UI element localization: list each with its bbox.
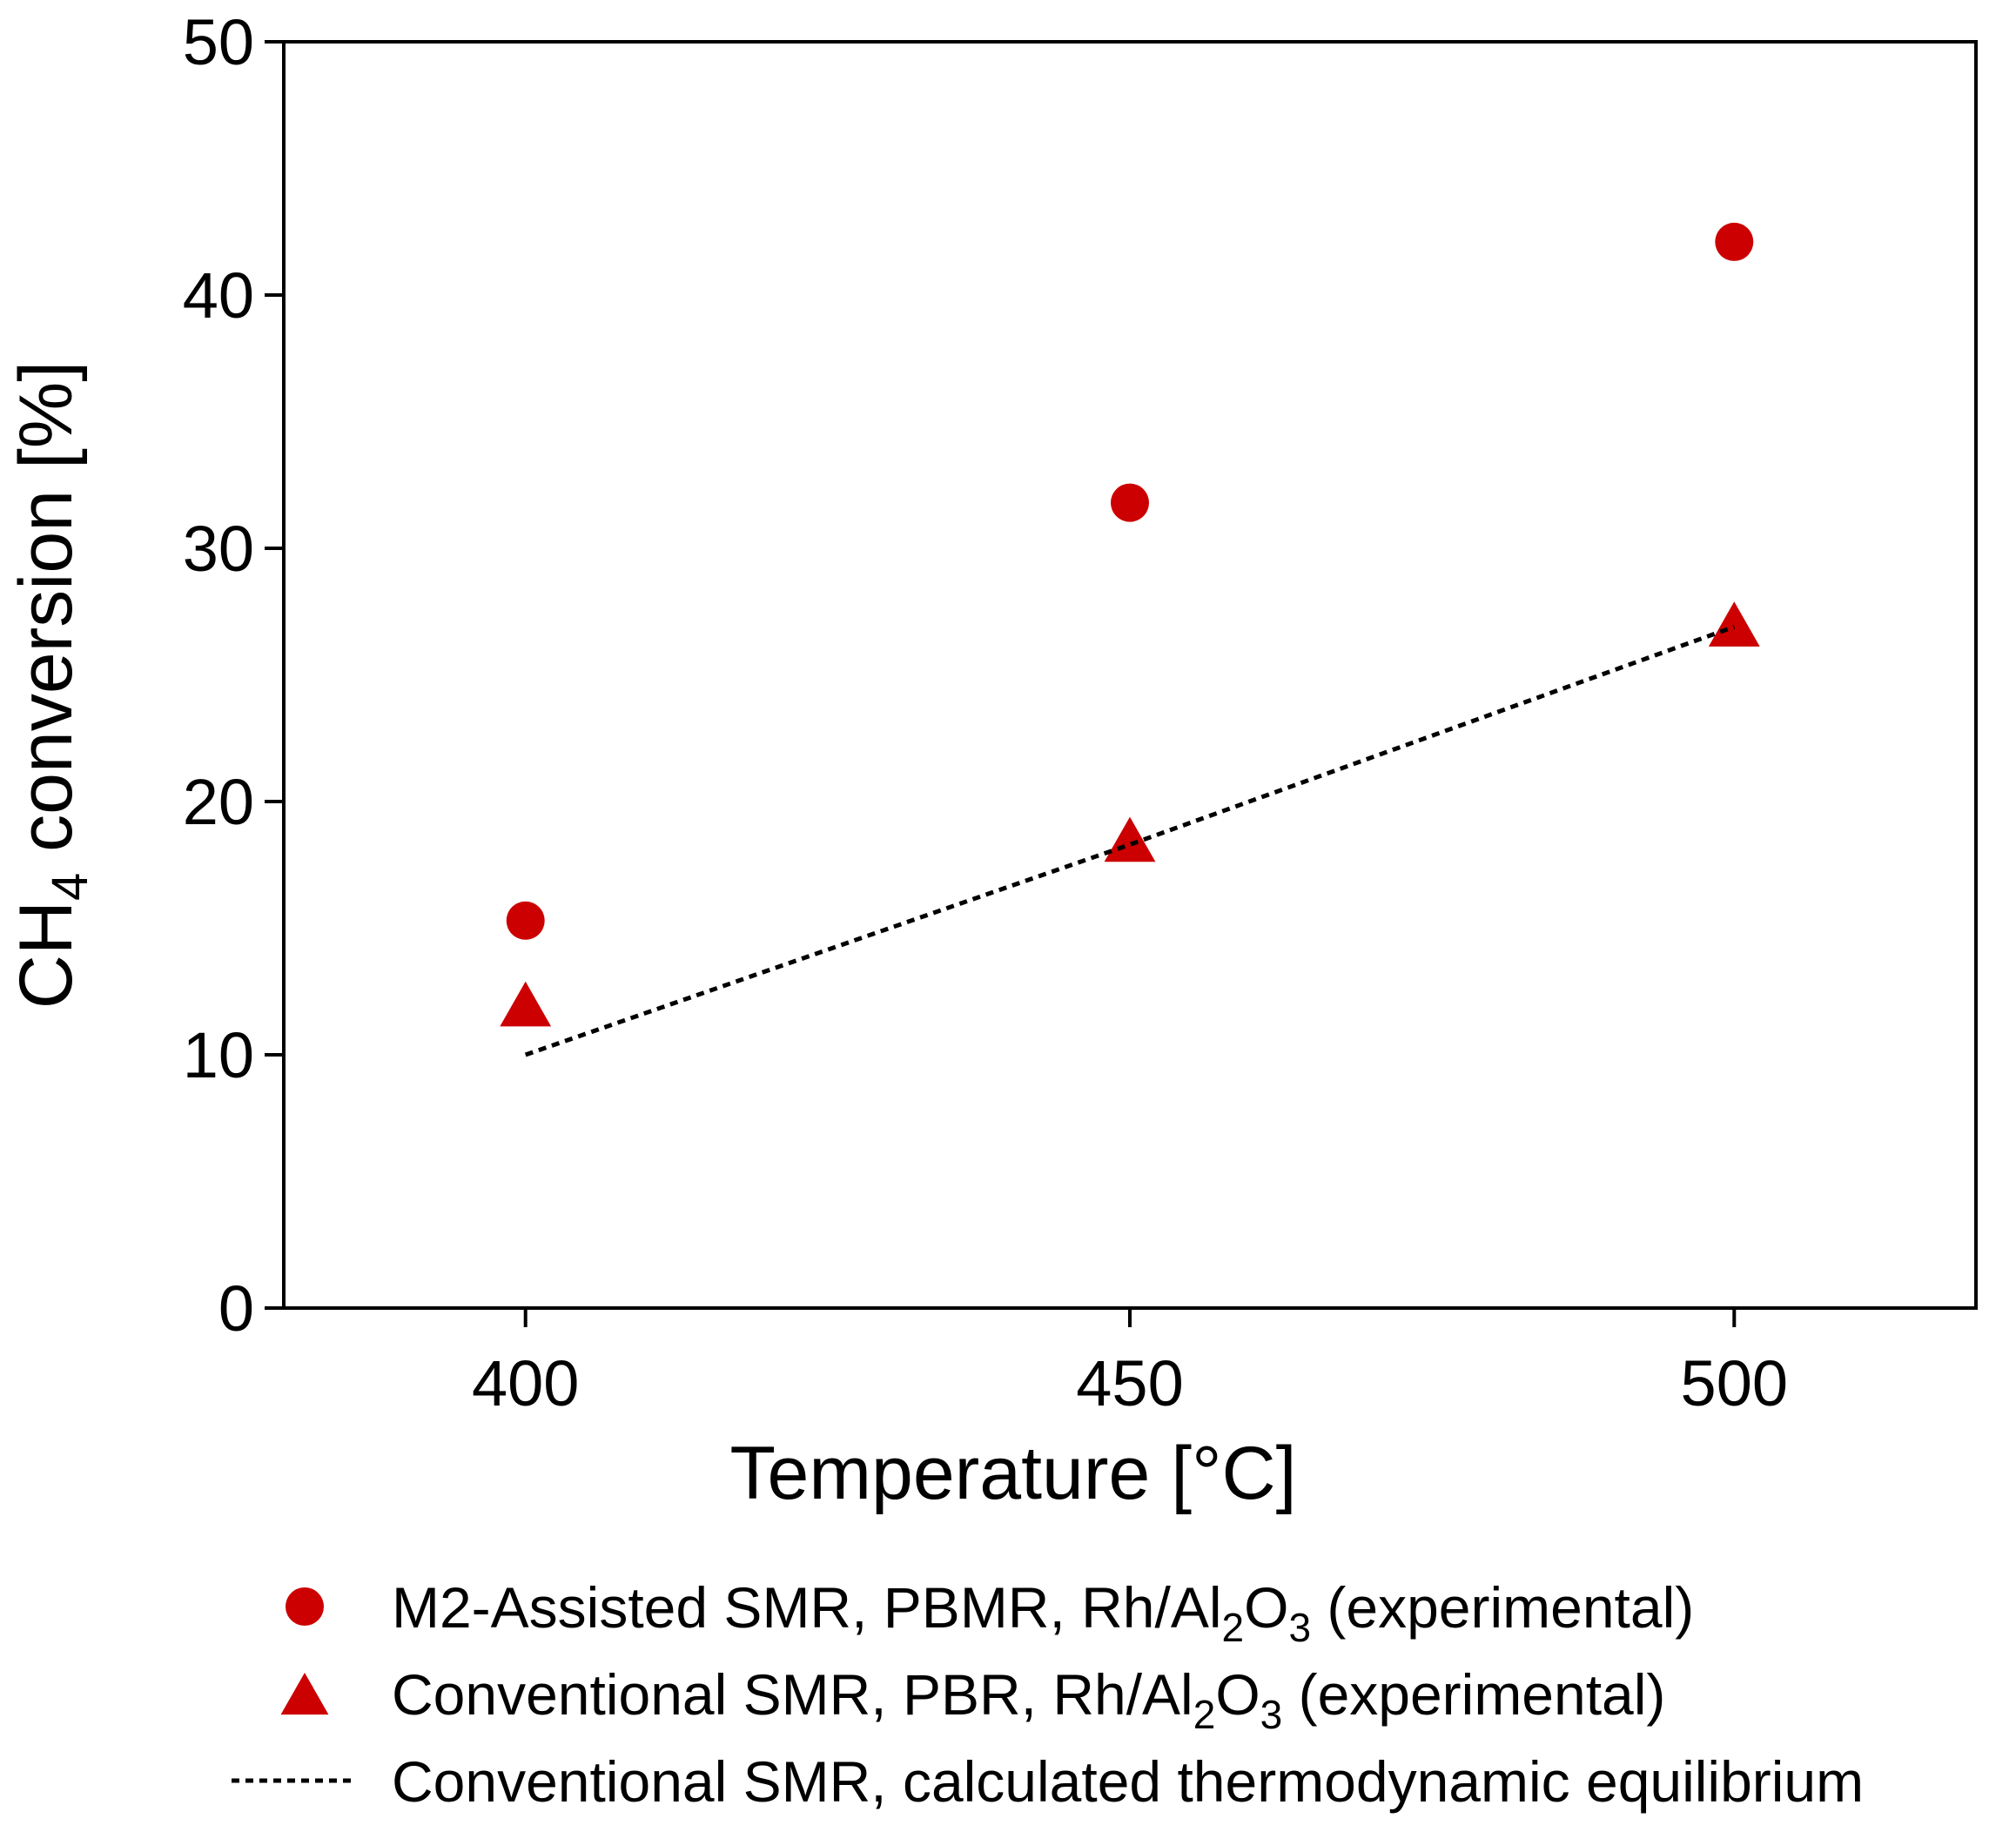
y-tick-label-4: 40 (183, 259, 254, 332)
y-axis-title-prefix: CH (4, 901, 88, 1009)
y-tick-label-0: 0 (218, 1272, 254, 1345)
legend-marker-1 (280, 1673, 329, 1715)
x-tick-label-0: 400 (472, 1347, 579, 1419)
series-1-point-1 (1104, 816, 1156, 862)
legend-label-2: Conventional SMR, calculated thermodynam… (392, 1749, 1864, 1814)
series-1-point-2 (1708, 601, 1760, 647)
series-0-point-2 (1715, 222, 1754, 261)
series-0-point-0 (506, 901, 545, 940)
legend-label-text: M2-Assisted SMR, PBMR, Rh/Al (392, 1575, 1222, 1640)
legend-label-0: M2-Assisted SMR, PBMR, Rh/Al2O3 (experim… (392, 1575, 1694, 1650)
legend-marker-0 (286, 1587, 324, 1626)
x-tick-label-2: 500 (1681, 1347, 1788, 1419)
y-tick-label-3: 30 (183, 513, 254, 585)
y-tick-label-2: 20 (183, 766, 254, 838)
equilibrium-line (524, 624, 1736, 1057)
series-1-point-0 (500, 981, 552, 1027)
x-axis-title: Temperature [°C] (730, 1432, 1297, 1515)
legend-label-text: O (1215, 1662, 1260, 1727)
legend-label-subscript: 2 (1193, 1692, 1216, 1737)
y-axis-title-suffix: conversion [%] (4, 361, 88, 873)
legend-label-1: Conventional SMR, PBR, Rh/Al2O3 (experim… (392, 1662, 1665, 1737)
legend: M2-Assisted SMR, PBMR, Rh/Al2O3 (experim… (232, 1575, 1864, 1814)
plot-series (500, 222, 1760, 1057)
legend-label-text: Conventional SMR, PBR, Rh/Al (392, 1662, 1193, 1727)
y-axis-title: CH4 conversion [%] (4, 361, 98, 1009)
axes: 0 10 20 30 40 50 400 450 500 (183, 6, 1978, 1419)
legend-label-subscript: 3 (1260, 1692, 1283, 1737)
series-0-point-1 (1111, 483, 1149, 522)
legend-label-subscript: 2 (1222, 1605, 1245, 1650)
legend-label-text: (experimental) (1311, 1575, 1694, 1640)
x-tick-label-1: 450 (1076, 1347, 1183, 1419)
legend-label-text: O (1244, 1575, 1288, 1640)
legend-label-subscript: 3 (1288, 1605, 1311, 1650)
y-tick-label-5: 50 (183, 6, 254, 78)
y-axis-title-subscript: 4 (42, 873, 98, 901)
legend-label-text: (experimental) (1282, 1662, 1665, 1727)
y-tick-label-1: 10 (183, 1019, 254, 1091)
